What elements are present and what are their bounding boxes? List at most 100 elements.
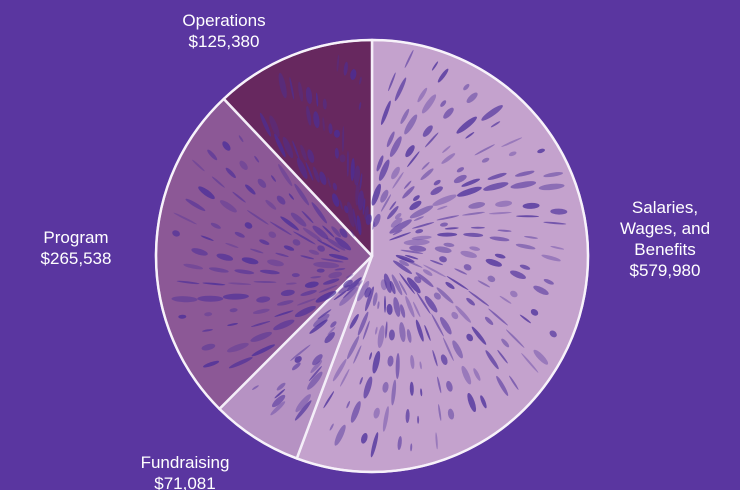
- texture-mark: [280, 289, 295, 297]
- texture-mark: [409, 381, 414, 396]
- texture-mark: [306, 105, 312, 126]
- texture-mark: [388, 329, 395, 341]
- texture-mark: [447, 408, 455, 420]
- texture-mark: [316, 239, 340, 253]
- texture-mark: [455, 305, 472, 323]
- texture-mark: [378, 159, 390, 181]
- texture-mark: [473, 368, 481, 381]
- texture-mark: [355, 182, 360, 206]
- texture-mark: [446, 275, 469, 291]
- texture-mark: [436, 287, 454, 304]
- texture-mark: [462, 211, 485, 216]
- texture-mark: [388, 72, 396, 92]
- texture-mark: [333, 129, 341, 138]
- texture-mark: [468, 290, 490, 307]
- texture-mark: [424, 295, 438, 313]
- texture-mark: [251, 344, 276, 357]
- texture-mark: [317, 309, 332, 320]
- texture-mark: [461, 178, 481, 187]
- texture-mark: [549, 330, 557, 338]
- texture-mark: [343, 61, 348, 76]
- texture-mark: [204, 312, 213, 317]
- texture-mark: [323, 278, 340, 285]
- texture-mark: [392, 229, 403, 236]
- texture-mark: [392, 171, 404, 189]
- texture-mark: [438, 404, 442, 421]
- texture-mark: [269, 221, 292, 236]
- texture-mark: [278, 164, 293, 187]
- texture-mark: [365, 214, 372, 225]
- texture-mark: [183, 263, 204, 270]
- texture-mark: [265, 199, 277, 210]
- slice-label-program: Program $265,538: [41, 228, 112, 268]
- texture-mark: [521, 353, 539, 373]
- texture-mark: [495, 200, 513, 207]
- texture-mark: [411, 235, 432, 241]
- texture-mark: [297, 298, 316, 306]
- texture-mark: [294, 400, 312, 421]
- texture-mark: [380, 279, 387, 291]
- texture-mark: [203, 360, 220, 368]
- texture-mark: [270, 401, 286, 416]
- texture-mark: [444, 227, 459, 230]
- texture-mark: [499, 295, 512, 304]
- texture-mark: [312, 166, 320, 183]
- texture-mark: [371, 183, 381, 206]
- texture-mark: [313, 111, 320, 129]
- texture-mark: [481, 105, 503, 121]
- texture-mark: [377, 325, 385, 348]
- texture-mark: [370, 432, 379, 458]
- texture-mark: [376, 155, 384, 172]
- texture-mark: [394, 77, 407, 102]
- texture-mark: [519, 264, 531, 270]
- texture-mark: [334, 424, 346, 446]
- texture-mark: [437, 376, 442, 394]
- slice-label-fundraising: Fundraising $71,081: [141, 453, 230, 490]
- texture-mark: [225, 242, 239, 248]
- texture-mark: [277, 300, 294, 306]
- texture-mark: [322, 98, 327, 110]
- texture-mark: [404, 114, 418, 135]
- texture-mark: [380, 189, 389, 203]
- texture-mark: [387, 355, 394, 367]
- texture-mark: [346, 400, 351, 409]
- texture-mark: [276, 195, 286, 205]
- texture-mark: [443, 242, 455, 247]
- texture-mark: [290, 212, 307, 227]
- texture-mark: [229, 308, 238, 313]
- texture-mark: [484, 316, 494, 325]
- texture-mark: [178, 314, 187, 319]
- texture-mark: [393, 297, 401, 317]
- texture-mark: [413, 301, 421, 318]
- texture-mark: [282, 136, 294, 159]
- texture-mark: [509, 375, 519, 390]
- texture-mark: [339, 286, 359, 306]
- texture-mark: [331, 226, 341, 238]
- texture-mark: [382, 406, 389, 432]
- texture-mark: [294, 183, 310, 206]
- texture-mark: [291, 362, 301, 371]
- texture-mark: [244, 222, 253, 229]
- texture-mark: [372, 350, 381, 374]
- texture-mark: [456, 116, 477, 134]
- texture-mark: [176, 280, 200, 285]
- texture-mark: [380, 100, 391, 125]
- texture-mark: [313, 261, 340, 269]
- texture-mark: [276, 382, 286, 391]
- texture-mark: [466, 333, 474, 342]
- texture-mark: [410, 443, 413, 452]
- texture-mark: [322, 225, 335, 238]
- texture-mark: [334, 268, 346, 271]
- texture-mark: [541, 254, 561, 262]
- texture-mark: [463, 232, 484, 237]
- texture-mark: [375, 326, 378, 335]
- texture-mark: [433, 292, 441, 300]
- texture-mark: [292, 140, 300, 160]
- texture-mark: [417, 87, 428, 103]
- texture-mark: [362, 320, 370, 340]
- texture-mark: [420, 388, 423, 397]
- texture-mark: [510, 270, 526, 280]
- texture-mark: [372, 292, 378, 307]
- texture-mark: [488, 308, 508, 326]
- texture-mark: [318, 285, 338, 293]
